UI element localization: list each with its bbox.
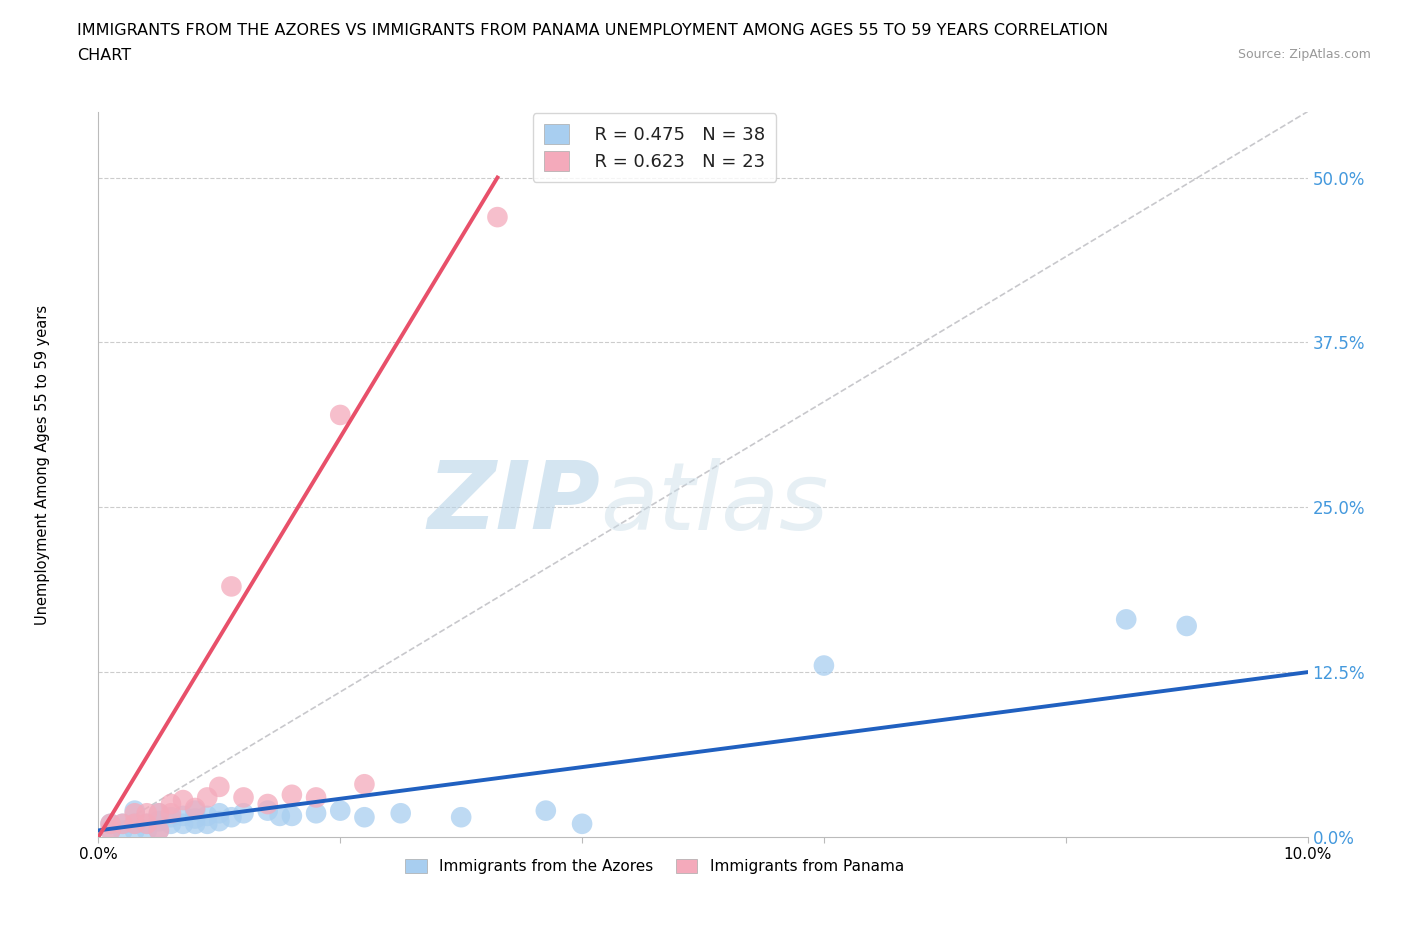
Point: [329, 804, 352, 818]
Point: [389, 805, 412, 820]
Point: [184, 817, 207, 831]
Point: [256, 797, 278, 812]
Point: [256, 804, 278, 818]
Point: [353, 810, 375, 825]
Point: [281, 788, 304, 803]
Text: CHART: CHART: [77, 48, 131, 63]
Legend: Immigrants from the Azores, Immigrants from Panama: Immigrants from the Azores, Immigrants f…: [399, 853, 910, 880]
Point: [148, 823, 170, 838]
Point: [111, 823, 134, 838]
Point: [135, 805, 157, 820]
Point: [100, 823, 122, 838]
Point: [571, 817, 593, 831]
Point: [160, 810, 183, 825]
Point: [486, 209, 509, 224]
Point: [353, 777, 375, 791]
Point: [1115, 612, 1137, 627]
Point: [100, 823, 122, 838]
Text: Source: ZipAtlas.com: Source: ZipAtlas.com: [1237, 48, 1371, 61]
Point: [195, 817, 218, 831]
Text: atlas: atlas: [600, 458, 828, 549]
Text: IMMIGRANTS FROM THE AZORES VS IMMIGRANTS FROM PANAMA UNEMPLOYMENT AMONG AGES 55 : IMMIGRANTS FROM THE AZORES VS IMMIGRANTS…: [77, 23, 1108, 38]
Text: ZIP: ZIP: [427, 458, 600, 550]
Point: [160, 817, 183, 831]
Point: [232, 790, 254, 804]
Text: Unemployment Among Ages 55 to 59 years: Unemployment Among Ages 55 to 59 years: [35, 305, 49, 625]
Point: [195, 808, 218, 823]
Point: [135, 817, 157, 831]
Point: [148, 805, 170, 820]
Point: [172, 792, 194, 807]
Point: [148, 805, 170, 820]
Point: [148, 814, 170, 829]
Point: [208, 805, 231, 820]
Point: [135, 823, 157, 838]
Point: [160, 797, 183, 812]
Point: [124, 805, 146, 820]
Point: [813, 658, 835, 673]
Point: [172, 808, 194, 823]
Point: [100, 817, 122, 831]
Point: [208, 814, 231, 829]
Point: [111, 817, 134, 831]
Point: [534, 804, 557, 818]
Point: [172, 817, 194, 831]
Point: [221, 579, 243, 594]
Point: [184, 811, 207, 826]
Point: [160, 805, 183, 820]
Point: [208, 779, 231, 794]
Point: [221, 810, 243, 825]
Point: [111, 817, 134, 831]
Point: [1175, 618, 1198, 633]
Point: [184, 804, 207, 818]
Point: [124, 817, 146, 831]
Point: [184, 801, 207, 816]
Point: [281, 808, 304, 823]
Point: [124, 817, 146, 831]
Point: [135, 817, 157, 831]
Point: [148, 823, 170, 838]
Point: [124, 823, 146, 838]
Point: [450, 810, 472, 825]
Point: [305, 790, 328, 804]
Point: [269, 808, 291, 823]
Point: [329, 407, 352, 422]
Point: [232, 805, 254, 820]
Point: [124, 804, 146, 818]
Point: [195, 790, 218, 804]
Point: [305, 805, 328, 820]
Point: [100, 817, 122, 831]
